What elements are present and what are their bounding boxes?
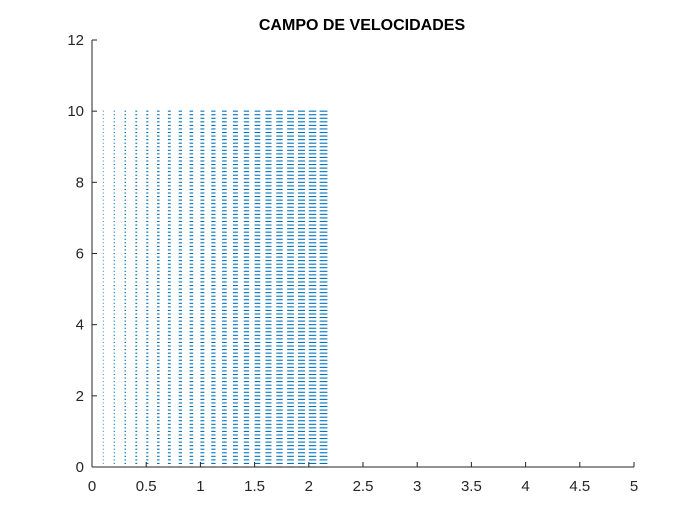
x-tick-label: 2.5	[353, 478, 374, 495]
y-tick-label: 12	[67, 32, 84, 49]
x-tick-label: 1.5	[244, 478, 265, 495]
quiver-column	[189, 110, 194, 468]
y-tick-label: 0	[76, 459, 84, 476]
quiver-column	[102, 110, 104, 468]
quiver-column	[232, 110, 238, 468]
x-tick-label: 0.5	[136, 478, 157, 495]
x-tick-label: 1	[196, 478, 204, 495]
x-tick-label: 3	[413, 478, 421, 495]
y-tick-label: 6	[76, 246, 84, 263]
axes: 0 0.5 1 1.5 2 2.5 3 3.5 4 4.5 5 0 2 4 6 8 10 12	[67, 32, 638, 495]
plot-area	[102, 110, 328, 468]
quiver-column	[146, 110, 149, 468]
quiver-column	[135, 110, 138, 468]
quiver-column	[319, 110, 328, 468]
y-tick-label: 4	[76, 317, 84, 334]
quiver-column	[124, 110, 127, 468]
quiver-column	[297, 110, 306, 468]
quiver-column	[276, 110, 283, 468]
chart-title: CAMPO DE VELOCIDADES	[259, 17, 466, 34]
quiver-column	[287, 110, 294, 468]
y-tick-label: 8	[76, 174, 84, 191]
quiver-column	[157, 110, 160, 468]
x-tick-label: 4	[521, 478, 529, 495]
x-tick-label: 2	[305, 478, 313, 495]
quiver-column	[167, 110, 171, 468]
x-tick-label: 3.5	[461, 478, 482, 495]
x-tick-label: 4.5	[569, 478, 590, 495]
y-tick-label: 2	[76, 388, 84, 405]
quiver-column	[265, 110, 272, 468]
quiver-column	[211, 110, 216, 468]
quiver-column	[308, 110, 317, 468]
quiver-column	[113, 110, 115, 468]
quiver-column	[178, 110, 182, 468]
quiver-column	[254, 110, 261, 468]
x-tick-label: 5	[630, 478, 638, 495]
quiver-column	[222, 110, 227, 468]
quiver-column	[243, 110, 250, 468]
y-tick-label: 10	[67, 103, 84, 120]
x-tick-label: 0	[88, 478, 96, 495]
quiver-column	[200, 110, 205, 468]
